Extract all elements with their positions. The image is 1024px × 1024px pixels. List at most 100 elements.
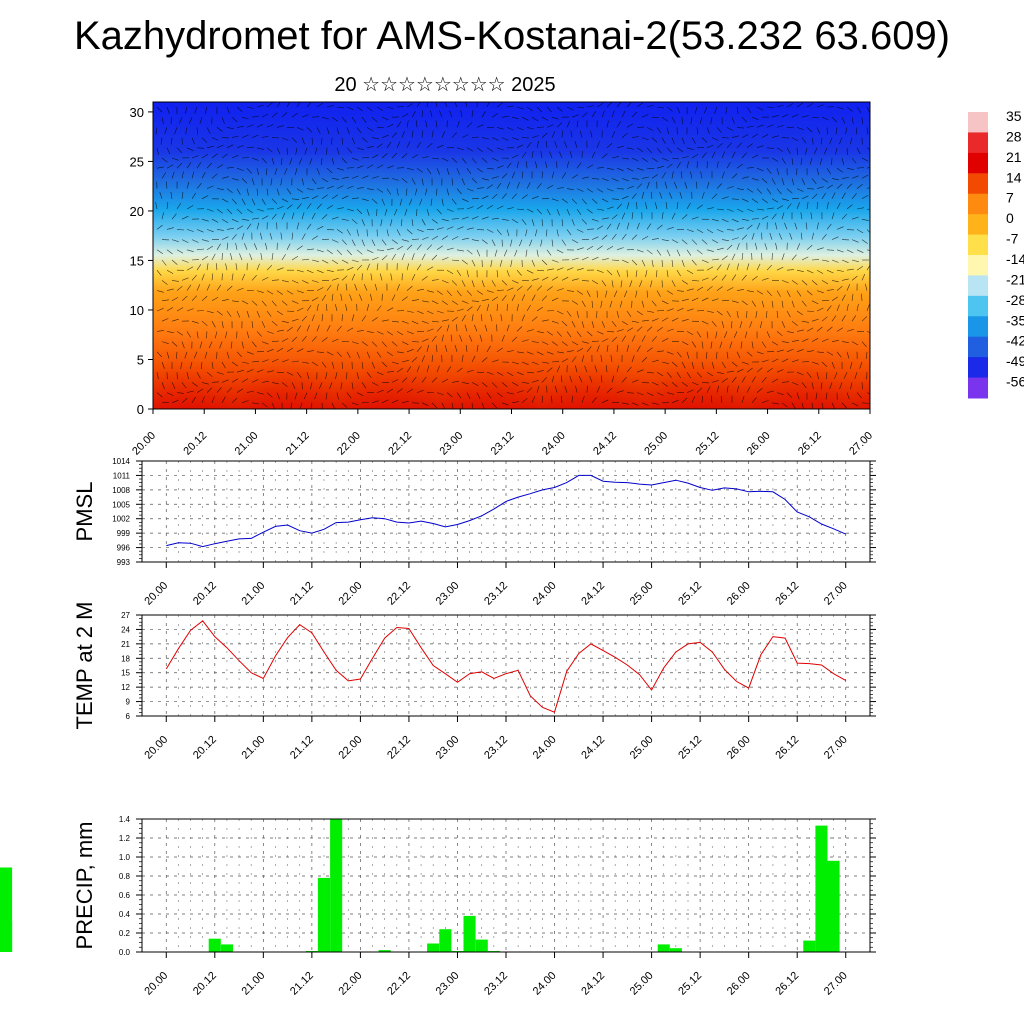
wind-barb bbox=[546, 331, 553, 336]
wind-barb bbox=[574, 141, 578, 148]
wind-barb bbox=[246, 208, 253, 214]
wind-barb bbox=[201, 218, 209, 222]
wind-barb bbox=[776, 290, 781, 297]
wind-barb bbox=[571, 114, 579, 118]
wind-barb bbox=[611, 402, 620, 404]
wind-barb bbox=[406, 244, 413, 251]
wind-barb bbox=[191, 396, 196, 403]
wind-barb bbox=[349, 294, 353, 301]
wind-barb bbox=[231, 378, 239, 383]
wind-barb bbox=[716, 351, 718, 359]
wind-barb bbox=[261, 359, 269, 363]
wind-barb bbox=[711, 151, 716, 159]
wind-barb bbox=[361, 315, 367, 322]
wind-barb bbox=[781, 157, 786, 165]
wind-barb bbox=[631, 157, 639, 162]
wind-barb bbox=[865, 351, 868, 359]
wind-barb bbox=[696, 204, 703, 210]
wind-barb bbox=[631, 402, 639, 406]
wind-barb bbox=[729, 341, 733, 349]
wind-barb bbox=[831, 116, 838, 123]
wind-barb bbox=[211, 297, 219, 302]
wind-barb bbox=[656, 147, 662, 154]
wind-barb bbox=[486, 102, 490, 108]
wind-barb bbox=[676, 202, 679, 210]
wind-barb bbox=[536, 249, 539, 257]
wind-barb bbox=[741, 376, 746, 383]
wind-barb bbox=[605, 365, 608, 373]
x-tick-label: 22.00 bbox=[337, 734, 365, 762]
wind-barb bbox=[161, 259, 167, 266]
wind-barb bbox=[731, 376, 737, 383]
wind-barb bbox=[546, 208, 551, 216]
y-tick-label: 1008 bbox=[112, 486, 130, 495]
wind-barb bbox=[281, 253, 286, 261]
wind-barb bbox=[521, 314, 525, 322]
wind-barb bbox=[811, 178, 817, 185]
wind-barb bbox=[176, 162, 183, 169]
wind-barb bbox=[231, 198, 237, 205]
wind-barb bbox=[741, 300, 748, 306]
colorbar-segment bbox=[968, 336, 988, 358]
wind-barb bbox=[211, 273, 214, 281]
wind-barb bbox=[471, 110, 474, 118]
wind-barb bbox=[486, 304, 489, 312]
wind-barb bbox=[326, 167, 333, 174]
wind-barb bbox=[726, 208, 734, 212]
x-tick-label: 23.00 bbox=[437, 430, 465, 458]
wind-barb bbox=[601, 321, 606, 328]
wind-barb bbox=[531, 116, 539, 122]
wind-barb bbox=[256, 188, 258, 196]
wind-barb bbox=[656, 392, 664, 396]
wind-barb bbox=[666, 147, 673, 154]
wind-barb bbox=[216, 188, 224, 190]
wind-barb bbox=[866, 127, 869, 135]
x-tick-label: 21.12 bbox=[288, 580, 316, 608]
wind-barb bbox=[251, 178, 255, 186]
wind-barb bbox=[436, 326, 443, 332]
wind-barb bbox=[736, 289, 744, 291]
wind-barb bbox=[501, 280, 508, 286]
wind-barb bbox=[386, 388, 394, 393]
wind-barb bbox=[821, 259, 829, 262]
wind-barb bbox=[510, 259, 513, 267]
wind-barb bbox=[321, 157, 323, 166]
wind-barb bbox=[356, 106, 363, 112]
x-tick-label: 21.12 bbox=[284, 430, 312, 458]
wind-barb bbox=[161, 280, 168, 285]
wind-barb bbox=[661, 212, 664, 220]
wind-barb bbox=[741, 361, 749, 365]
wind-barb bbox=[716, 229, 724, 233]
wind-barb bbox=[861, 382, 863, 390]
wind-barb bbox=[526, 304, 531, 312]
wind-barb bbox=[846, 106, 853, 112]
chart-subtitle: 20 ☆☆☆☆☆☆☆☆ 2025 bbox=[334, 74, 556, 96]
wind-barb bbox=[296, 307, 304, 312]
wind-barb bbox=[161, 361, 165, 369]
wind-barb bbox=[541, 132, 548, 138]
wind-barb bbox=[281, 320, 289, 323]
wind-barb bbox=[856, 147, 861, 155]
wind-barb bbox=[449, 110, 453, 118]
wind-barb bbox=[191, 259, 200, 261]
wind-barb bbox=[161, 172, 167, 179]
wind-barb bbox=[801, 402, 804, 409]
wind-barb bbox=[436, 144, 444, 149]
wind-barb bbox=[771, 213, 777, 220]
wind-barb bbox=[776, 168, 780, 175]
wind-barb bbox=[581, 321, 585, 328]
x-tick-label: 23.00 bbox=[434, 734, 462, 762]
x-tick-label: 21.00 bbox=[240, 580, 268, 608]
wind-barb bbox=[721, 378, 728, 383]
x-tick-label: 26.12 bbox=[796, 430, 824, 458]
wind-barb bbox=[872, 382, 875, 388]
colorbar-label: -56 bbox=[1006, 374, 1024, 390]
wind-barb bbox=[556, 331, 562, 337]
wind-barb bbox=[514, 249, 518, 257]
wind-barb bbox=[246, 146, 255, 149]
wind-barb bbox=[316, 324, 320, 332]
wind-barb bbox=[501, 193, 507, 199]
wind-barb bbox=[776, 349, 784, 353]
wind-barb bbox=[816, 186, 824, 189]
